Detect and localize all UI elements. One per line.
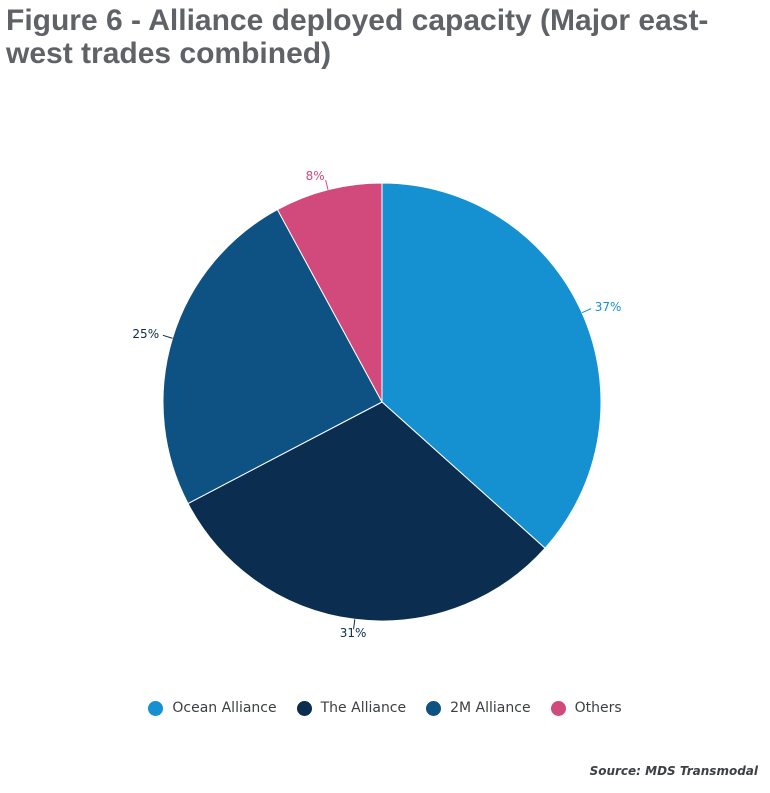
- leader-line: [353, 619, 356, 630]
- legend-swatch: [550, 700, 566, 716]
- pie-slice-2m-alliance[interactable]: [162, 208, 383, 505]
- legend-item-others[interactable]: Others: [550, 700, 622, 716]
- pie-slice-the-alliance[interactable]: [187, 401, 546, 622]
- slice-labels: 37% 31% 25% 8%: [132, 169, 621, 640]
- pie-slice-ocean-alliance[interactable]: [381, 182, 602, 549]
- legend-item-2m-alliance[interactable]: 2M Alliance: [426, 700, 531, 716]
- pie-slice-others[interactable]: [276, 182, 383, 403]
- slice-percent-label: 37%: [595, 300, 622, 314]
- slice-percent-label: 8%: [306, 169, 325, 183]
- legend-label: Ocean Alliance: [172, 700, 277, 716]
- legend-item-the-alliance[interactable]: The Alliance: [296, 700, 407, 716]
- legend-swatch: [426, 700, 442, 716]
- chart-title: Figure 6 - Alliance deployed capacity (M…: [6, 4, 709, 70]
- legend-label: The Alliance: [320, 700, 407, 716]
- leader-line: [162, 334, 173, 339]
- pie-chart: 37% 31% 25% 8%: [132, 169, 621, 640]
- legend: Ocean Alliance The Alliance 2M Alliance …: [0, 700, 770, 716]
- pie-slices: [162, 182, 602, 622]
- leader-line: [581, 308, 592, 314]
- legend-swatch: [148, 700, 164, 716]
- legend-label: Others: [574, 700, 622, 716]
- slice-percent-label: 31%: [340, 626, 367, 640]
- legend-swatch: [296, 700, 312, 716]
- slice-percent-label: 25%: [132, 327, 159, 341]
- legend-label: 2M Alliance: [450, 700, 531, 716]
- source-note: Source: MDS Transmodal: [589, 764, 758, 778]
- legend-item-ocean-alliance[interactable]: Ocean Alliance: [148, 700, 277, 716]
- leader-line: [325, 179, 329, 190]
